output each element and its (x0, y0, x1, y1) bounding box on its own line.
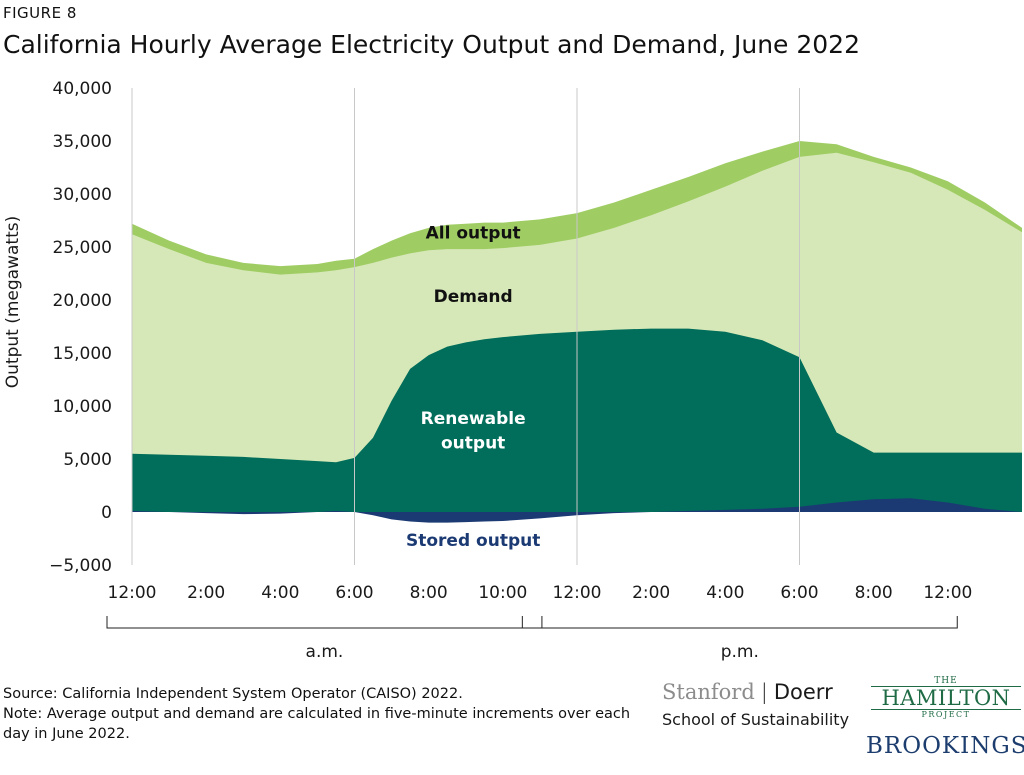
y-tick-label: 40,000 (53, 79, 112, 99)
x-tick-label: 12:00 (108, 583, 157, 603)
brookings-logo: BROOKINGS (866, 733, 1024, 759)
y-tick-label: 10,000 (53, 397, 112, 417)
annotation-output: output (441, 433, 505, 453)
period-bracket-layer: a.m. p.m. (106, 616, 958, 662)
method-note: Note: Average output and demand are calc… (3, 706, 631, 742)
x-tick-label: 12:00 (923, 583, 972, 603)
x-tick-label: 2:00 (632, 583, 670, 603)
y-tick-label: −5,000 (49, 556, 112, 576)
y-tick-label: 30,000 (53, 185, 112, 205)
x-tick-label: 2:00 (187, 583, 225, 603)
chart-title: California Hourly Average Electricity Ou… (3, 30, 860, 59)
hamilton-project: PROJECT (921, 710, 971, 719)
x-tick-label: 4:00 (706, 583, 744, 603)
period-label-p-m: p.m. (721, 642, 759, 662)
area-stored-output (132, 498, 1022, 523)
x-tick-label: 8:00 (855, 583, 893, 603)
annotation-all-output: All output (426, 224, 521, 244)
doerr-wordmark: Doerr (773, 680, 833, 704)
hamilton-the: THE (934, 676, 958, 686)
gridline-layer (131, 88, 800, 565)
y-tick-label: 15,000 (53, 344, 112, 364)
footer-notes: Source: California Independent System Op… (3, 684, 643, 744)
x-tick-label: 6:00 (335, 583, 373, 603)
figure-label: FIGURE 8 (3, 4, 77, 22)
y-tick-label: 0 (101, 503, 112, 523)
y-tick-label: 25,000 (53, 238, 112, 258)
x-tick-label: 6:00 (780, 583, 818, 603)
bracket-a-m (106, 616, 543, 629)
y-tick-label: 35,000 (53, 132, 112, 152)
x-tick-label: 8:00 (410, 583, 448, 603)
annotation-renewable: Renewable (421, 409, 526, 429)
y-tick-label: 5,000 (63, 450, 112, 470)
x-tick-label: 4:00 (261, 583, 299, 603)
logo-divider: | (760, 680, 768, 704)
hamilton-project-logo: THE HAMILTON PROJECT (871, 676, 1021, 720)
x-tick-label: 10:00 (478, 583, 527, 603)
bracket-p-m (521, 616, 958, 629)
area-chart: −5,000 0 5,000 10,000 15,000 20,000 25,000 30,0… (3, 79, 1022, 662)
annotation-stored-output: Stored output (406, 531, 540, 551)
y-tick-label: 20,000 (53, 291, 112, 311)
period-label-a-m: a.m. (306, 642, 344, 662)
annotation-demand: Demand (434, 287, 513, 307)
stanford-wordmark: Stanford (662, 680, 755, 704)
y-axis-label: Output (megawatts) (3, 216, 23, 388)
x-tick-label: 12:00 (553, 583, 602, 603)
source-note: Source: California Independent System Op… (3, 686, 463, 702)
hamilton-name: HAMILTON (871, 686, 1021, 710)
school-of-sustainability: School of Sustainability (662, 710, 850, 729)
tick-layer: −5,000 0 5,000 10,000 15,000 20,000 25,000 30,0… (49, 79, 972, 603)
annotation-layer: All output Demand Renewable output Stored ou… (406, 224, 540, 551)
stanford-doerr-logo: Stanford | Doerr (662, 680, 833, 704)
